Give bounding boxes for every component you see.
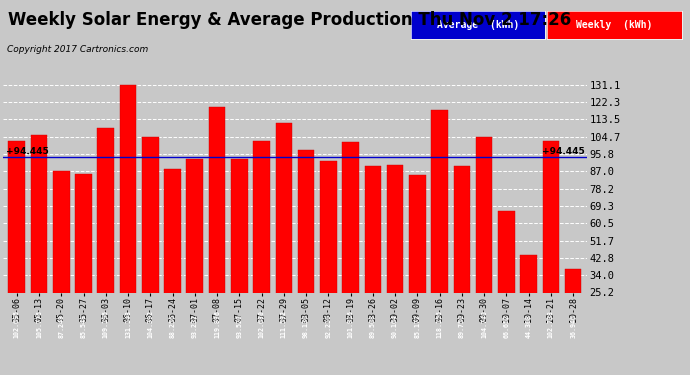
Text: 98.130: 98.130 — [303, 314, 309, 338]
Text: +94.445: +94.445 — [6, 147, 48, 156]
Bar — [97, 128, 114, 342]
Bar — [164, 169, 181, 342]
Text: Average  (kWh): Average (kWh) — [437, 20, 519, 30]
Bar — [209, 107, 226, 342]
Text: 89.750: 89.750 — [459, 314, 465, 338]
Bar — [476, 136, 493, 342]
Bar — [498, 211, 515, 342]
Bar — [542, 141, 559, 342]
Text: 93.232: 93.232 — [192, 314, 198, 338]
Bar — [31, 135, 48, 342]
Text: 88.256: 88.256 — [170, 314, 175, 338]
Bar — [8, 141, 25, 342]
Bar — [298, 150, 315, 342]
Bar — [320, 161, 337, 342]
Text: +94.445: +94.445 — [542, 147, 584, 156]
Bar — [409, 175, 426, 342]
Text: 93.520: 93.520 — [237, 314, 242, 338]
Text: 119.896: 119.896 — [214, 310, 220, 338]
Text: 105.776: 105.776 — [36, 310, 42, 338]
Bar — [275, 123, 292, 342]
Text: 102.696: 102.696 — [14, 310, 20, 338]
Text: 131.148: 131.148 — [125, 310, 131, 338]
Bar — [387, 165, 404, 342]
Bar — [253, 141, 270, 342]
Bar — [231, 159, 248, 342]
Text: Copyright 2017 Cartronics.com: Copyright 2017 Cartronics.com — [7, 45, 148, 54]
Bar — [142, 137, 159, 342]
Bar — [453, 166, 470, 342]
Text: 92.210: 92.210 — [326, 314, 331, 338]
Bar — [431, 110, 448, 342]
Bar — [120, 85, 137, 342]
Text: 90.164: 90.164 — [392, 314, 398, 338]
Text: 111.592: 111.592 — [281, 310, 287, 338]
Bar — [520, 255, 537, 342]
Text: 66.652: 66.652 — [504, 314, 509, 338]
Text: Weekly  (kWh): Weekly (kWh) — [576, 20, 653, 30]
Text: 85.548: 85.548 — [81, 314, 86, 338]
Text: 102.738: 102.738 — [548, 310, 554, 338]
Text: 87.248: 87.248 — [59, 314, 64, 338]
Bar — [565, 270, 582, 342]
Bar — [342, 142, 359, 342]
Bar — [53, 171, 70, 342]
Bar — [75, 174, 92, 342]
Text: 118.156: 118.156 — [437, 310, 442, 338]
Text: 101.916: 101.916 — [348, 310, 353, 338]
Text: 102.680: 102.680 — [259, 310, 264, 338]
Text: 104.392: 104.392 — [148, 310, 153, 338]
Text: 36.946: 36.946 — [570, 314, 576, 338]
Text: 109.196: 109.196 — [103, 310, 109, 338]
Text: 89.508: 89.508 — [370, 314, 376, 338]
Text: Weekly Solar Energy & Average Production Thu Nov 2 17:26: Weekly Solar Energy & Average Production… — [8, 11, 571, 29]
Text: 44.308: 44.308 — [526, 314, 531, 338]
Bar — [186, 159, 203, 342]
Text: 85.172: 85.172 — [415, 314, 420, 338]
Bar — [364, 166, 381, 342]
Text: 104.740: 104.740 — [481, 310, 487, 338]
